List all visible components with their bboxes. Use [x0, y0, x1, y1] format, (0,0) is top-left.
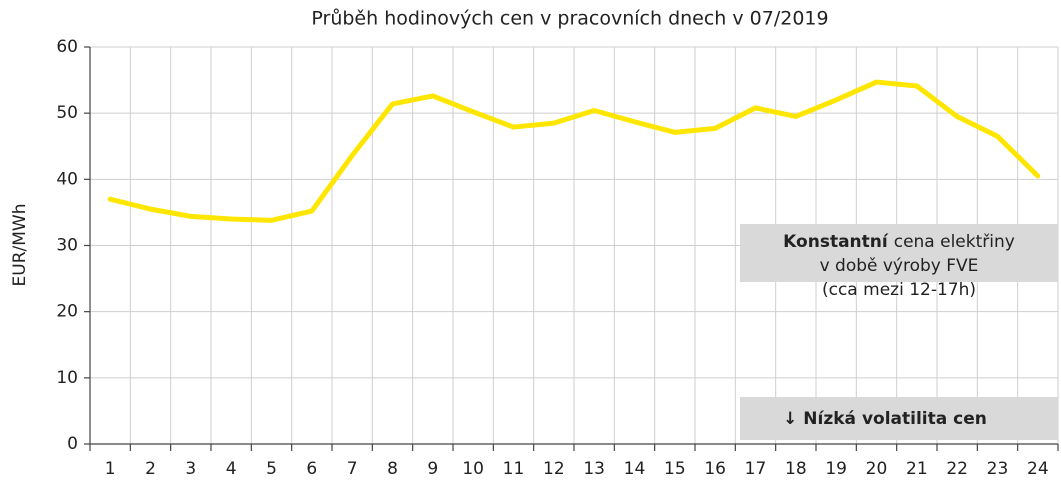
- x-tick-label: 14: [624, 459, 646, 479]
- x-tick-label: 4: [226, 459, 237, 479]
- y-tick-label: 50: [56, 103, 78, 123]
- annotation: ↓ Nízká volatilita cen: [783, 409, 987, 429]
- x-tick-label: 11: [503, 459, 525, 479]
- x-tick-label: 19: [825, 459, 847, 479]
- annotation-box: [740, 397, 1058, 440]
- annotation-bold: Konstantní: [783, 232, 889, 252]
- x-tick-label: 15: [664, 459, 686, 479]
- x-tick-label: 21: [906, 459, 928, 479]
- x-tick-label: 17: [745, 459, 767, 479]
- x-tick-label: 8: [387, 459, 398, 479]
- x-tick-label: 1: [105, 459, 116, 479]
- x-tick-label: 22: [946, 459, 968, 479]
- annotation-text: cena elektřiny: [894, 232, 1015, 252]
- x-tick-label: 24: [1027, 459, 1049, 479]
- annotation: Konstantní cena elektřiny: [783, 232, 1015, 252]
- x-tick-label: 20: [866, 459, 888, 479]
- x-tick-label: 16: [704, 459, 726, 479]
- y-tick-label: 40: [56, 169, 78, 189]
- annotation-box: [740, 224, 1058, 282]
- y-tick-label: 10: [56, 368, 78, 388]
- x-tick-label: 5: [266, 459, 277, 479]
- y-tick-label: 20: [56, 302, 78, 322]
- y-tick-label: 60: [56, 37, 78, 57]
- x-tick-label: 13: [583, 459, 605, 479]
- y-tick-label: 30: [56, 236, 78, 256]
- y-axis-label: EUR/MWh: [10, 204, 30, 287]
- y-tick-label: 0: [67, 434, 78, 454]
- x-tick-label: 2: [145, 459, 156, 479]
- line: [107, 79, 1041, 223]
- x-tick-label: 12: [543, 459, 565, 479]
- x-tick-label: 7: [347, 459, 358, 479]
- annotation-line: (cca mezi 12-17h): [822, 280, 976, 300]
- x-tick-label: 18: [785, 459, 807, 479]
- annotation-line: v době výroby FVE: [820, 256, 979, 276]
- x-tick-label: 6: [306, 459, 317, 479]
- x-tick-label: 3: [185, 459, 196, 479]
- x-tick-label: 10: [462, 459, 484, 479]
- x-tick-label: 23: [987, 459, 1009, 479]
- chart-title: Průběh hodinových cen v pracovních dnech…: [311, 8, 828, 30]
- x-tick-label: 9: [427, 459, 438, 479]
